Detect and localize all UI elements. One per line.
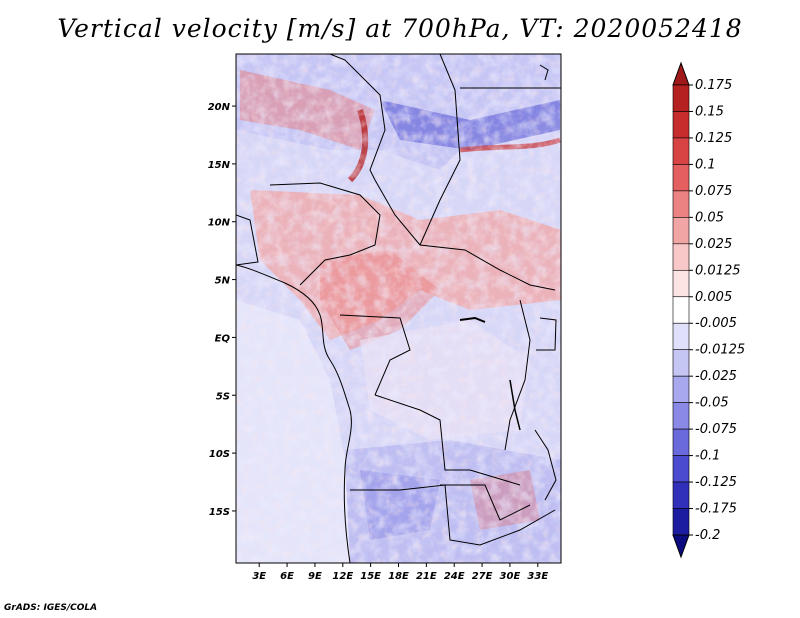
- colorbar-swatch: [672, 508, 690, 536]
- colorbar-swatch: [672, 243, 690, 271]
- y-tick-label: 15S: [209, 507, 230, 518]
- y-tick-label: 20N: [208, 102, 231, 113]
- border-chad-car: [374, 179, 556, 291]
- colorbar-label: -0.025: [695, 369, 737, 384]
- colorbar-swatch: [672, 428, 690, 456]
- border-southern: [350, 484, 556, 546]
- border-malawi: [534, 429, 557, 501]
- colorbar-swatch: [672, 402, 690, 430]
- border-great-lakes: [504, 299, 531, 451]
- y-tick-label: EQ: [215, 333, 231, 344]
- x-tick-label: 3E: [252, 571, 266, 582]
- x-tick-label: 6E: [280, 571, 294, 582]
- border-sudan: [419, 54, 461, 246]
- x-tick-label: 12E: [332, 571, 353, 582]
- x-tick-label: 18E: [388, 571, 409, 582]
- colorbar-swatch: [672, 217, 690, 245]
- y-tick-label: 5S: [216, 391, 230, 402]
- colorbar-swatch: [672, 296, 690, 324]
- colorbar-swatch: [672, 375, 690, 403]
- colorbar-swatch: [672, 455, 690, 483]
- field-texture-red: [236, 54, 561, 563]
- colorbar-label: -0.125: [695, 475, 737, 490]
- colorbar-swatch: [672, 137, 690, 165]
- colorbar-label: -0.175: [695, 502, 737, 517]
- colorbar-label: 0.025: [695, 237, 732, 252]
- coastlines-borders: [236, 54, 561, 563]
- colorbar-label: 0.05: [695, 210, 724, 225]
- border-zambia: [440, 484, 531, 521]
- colorbar-swatch: [672, 322, 690, 351]
- colorbar-label: 0.075: [695, 184, 732, 199]
- colorbar-label: 0.125: [695, 131, 732, 146]
- x-tick-label: 9E: [308, 571, 322, 582]
- y-tick-label: 5N: [215, 276, 231, 287]
- x-tick-label: 24E: [444, 571, 465, 582]
- border-uganda: [536, 317, 557, 351]
- colorbar-label: -0.05: [695, 396, 729, 411]
- colorbar-swatch: [672, 164, 690, 192]
- x-axis-ticks: 3E 6E 9E 12E 15E 18E 21E 24E 27E 30E 33E: [252, 563, 548, 582]
- nile-delta: [539, 64, 549, 81]
- x-tick-label: 30E: [500, 571, 521, 582]
- chart-title: Vertical velocity [m/s] at 700hPa, VT: 2…: [57, 14, 743, 43]
- x-tick-label: 15E: [360, 571, 381, 582]
- colorbar-label: -0.1: [695, 449, 720, 464]
- colorbar: 0.175 0.15 0.125 0.1 0.075 0.05 0.025 0.0125 0.0…: [672, 61, 745, 559]
- grads-credit: GrADS: IGES/COLA: [4, 603, 98, 613]
- map-field: [236, 54, 561, 563]
- colorbar-swatch: [672, 481, 690, 509]
- y-tick-label: 10N: [208, 218, 231, 229]
- border-westafrica: [236, 214, 259, 266]
- colorbar-label: -0.0125: [695, 343, 745, 358]
- y-tick-label: 10S: [209, 449, 230, 460]
- border-niger: [329, 54, 386, 181]
- west-coastline: [236, 264, 352, 563]
- colorbar-label: 0.005: [695, 290, 732, 305]
- border-nigeria: [269, 182, 381, 286]
- colorbar-label: -0.2: [695, 528, 720, 543]
- y-axis-ticks: 20N 15N 10N 5N EQ 5S 10S 15S: [208, 102, 236, 518]
- border-drc-south: [374, 394, 521, 486]
- colorbar-bottom-arrow: [672, 534, 690, 559]
- colorbar-label: -0.005: [695, 316, 737, 331]
- y-tick-label: 15N: [208, 160, 231, 171]
- x-tick-label: 27E: [472, 571, 493, 582]
- colorbar-label: 0.175: [695, 78, 732, 93]
- colorbar-swatch: [672, 190, 690, 218]
- lake: [459, 316, 486, 323]
- colorbar-label: 0.1: [695, 157, 716, 172]
- colorbar-label: -0.075: [695, 422, 737, 437]
- border-congo: [339, 314, 411, 396]
- x-tick-label: 33E: [527, 571, 548, 582]
- x-tick-label: 21E: [416, 571, 437, 582]
- colorbar-label: 0.0125: [695, 263, 741, 278]
- colorbar-swatch: [672, 269, 690, 298]
- colorbar-swatch: [672, 349, 690, 377]
- colorbar-swatch: [672, 111, 690, 139]
- colorbar-label: 0.15: [695, 104, 724, 119]
- lake-tanganyika: [509, 379, 521, 431]
- colorbar-swatch: [672, 84, 690, 112]
- colorbar-top-arrow: [672, 61, 690, 86]
